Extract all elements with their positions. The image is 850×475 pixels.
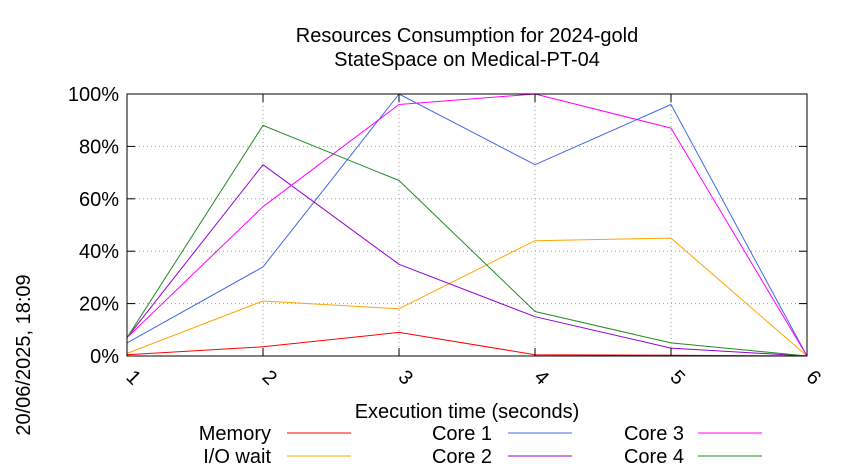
series-line-i-o-wait [126, 237, 808, 357]
chart-title-line-1: Resources Consumption for 2024-gold [296, 25, 638, 47]
y-tick-label: 80% [79, 136, 119, 158]
grid-lines [127, 94, 807, 356]
legend-label-core-4: Core 4 [624, 446, 684, 468]
axis-ticks: 0% 20% 40% 60% 80% 100% 1 2 3 4 5 6 [68, 84, 825, 389]
x-axis-label: Execution time (seconds) [355, 401, 580, 423]
timestamp-label: 20/06/2025, 18:09 [13, 274, 35, 435]
y-tick-label: 60% [79, 189, 119, 211]
x-tick-label: 4 [530, 366, 553, 389]
y-tick-label: 20% [79, 294, 119, 316]
y-tick-label: 0% [90, 346, 119, 368]
x-tick-label: 5 [666, 366, 689, 389]
series-line-core-4 [126, 124, 808, 357]
plot-frame [126, 93, 808, 357]
legend-label-core-2: Core 2 [432, 446, 492, 468]
legend-label-memory: Memory [199, 423, 271, 445]
chart-title-line-2: StateSpace on Medical-PT-04 [334, 49, 600, 71]
x-tick-label: 1 [122, 366, 145, 389]
series-line-memory [126, 331, 808, 357]
series-line-core-1 [126, 93, 808, 357]
y-tick-label: 40% [79, 241, 119, 263]
legend-label-i-o-wait: I/O wait [203, 446, 271, 468]
x-tick-label: 6 [802, 366, 825, 389]
x-tick-label: 3 [394, 366, 417, 389]
series-lines [126, 93, 808, 357]
series-line-core-2 [126, 164, 808, 357]
legend-label-core-3: Core 3 [624, 423, 684, 445]
x-tick-label: 2 [258, 366, 281, 389]
legend-label-core-1: Core 1 [432, 423, 492, 445]
series-line-core-3 [126, 93, 808, 357]
y-tick-label: 100% [68, 84, 119, 106]
